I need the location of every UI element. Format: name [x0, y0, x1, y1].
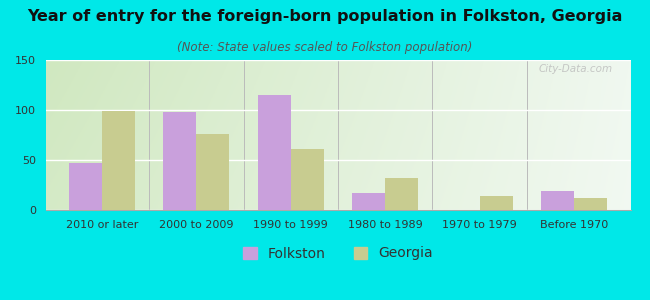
- Text: City-Data.com: City-Data.com: [539, 64, 613, 74]
- Legend: Folkston, Georgia: Folkston, Georgia: [237, 241, 439, 266]
- Bar: [541, 191, 574, 210]
- Bar: [196, 134, 229, 210]
- Bar: [258, 95, 291, 210]
- Bar: [69, 163, 102, 210]
- Bar: [352, 193, 385, 210]
- Text: (Note: State values scaled to Folkston population): (Note: State values scaled to Folkston p…: [177, 40, 473, 53]
- Bar: [102, 111, 135, 210]
- Text: Year of entry for the foreign-born population in Folkston, Georgia: Year of entry for the foreign-born popul…: [27, 9, 623, 24]
- Bar: [385, 178, 418, 210]
- Bar: [480, 196, 513, 210]
- Bar: [291, 149, 324, 210]
- Bar: [574, 198, 607, 210]
- Bar: [163, 112, 196, 210]
